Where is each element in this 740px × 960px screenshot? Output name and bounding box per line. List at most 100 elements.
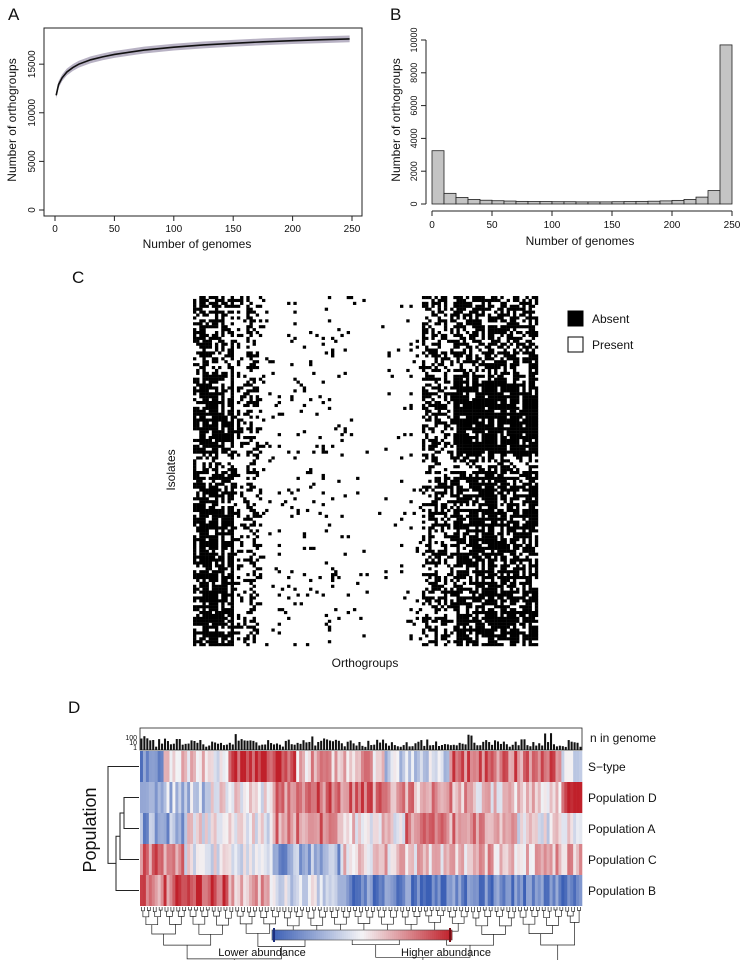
absent-cell: [249, 398, 253, 402]
absent-cell: [221, 538, 225, 542]
absent-cell: [528, 625, 532, 629]
absent-cell: [494, 643, 498, 647]
absent-cell: [478, 488, 482, 492]
absent-cell: [268, 360, 272, 364]
absent-cell: [193, 596, 197, 600]
absent-cell: [437, 485, 441, 489]
absent-cell: [230, 520, 234, 524]
heatmap-cell: [340, 782, 344, 813]
absent-cell: [472, 546, 476, 550]
absent-cell: [205, 401, 209, 405]
absent-cell: [456, 447, 460, 451]
absent-cell: [487, 538, 492, 542]
absent-cell: [462, 409, 467, 413]
absent-cell: [437, 395, 441, 399]
absent-cell: [516, 363, 520, 367]
absent-cell: [440, 412, 445, 416]
absent-cell: [240, 298, 244, 303]
absent-cell: [450, 602, 454, 606]
absent-cell: [202, 543, 206, 548]
absent-cell: [246, 465, 250, 469]
absent-cell: [519, 325, 523, 329]
absent-cell: [443, 578, 448, 583]
absent-cell: [202, 514, 206, 518]
absent-cell: [500, 611, 504, 615]
absent-cell: [487, 526, 492, 530]
heatmap-cell: [322, 751, 326, 782]
absent-cell: [214, 602, 219, 606]
absent-cell: [497, 366, 501, 370]
absent-cell: [522, 611, 526, 615]
absent-cell: [437, 479, 441, 483]
absent-cell: [221, 479, 225, 483]
absent-cell: [522, 631, 526, 635]
heatmap-cell: [284, 751, 288, 782]
absent-cell: [421, 304, 426, 308]
absent-cell: [487, 366, 492, 370]
absent-cell: [475, 403, 479, 408]
absent-cell: [503, 517, 507, 521]
absent-cell: [443, 523, 448, 527]
absent-cell: [469, 517, 473, 521]
absent-cell: [506, 625, 510, 629]
absent-cell: [487, 599, 492, 603]
absent-cell: [236, 371, 241, 375]
heatmap-cell: [576, 751, 580, 782]
absent-cell: [262, 555, 266, 559]
heatmap-cell: [316, 751, 321, 782]
absent-cell: [525, 593, 529, 597]
absent-cell: [516, 307, 520, 311]
absent-cell: [221, 608, 225, 612]
absent-cell: [230, 488, 234, 492]
absent-cell: [230, 616, 234, 620]
absent-cell: [277, 529, 282, 533]
absent-cell: [534, 459, 539, 463]
absent-cell: [214, 500, 219, 504]
top-bar: [193, 740, 196, 750]
absent-cell: [227, 328, 231, 332]
absent-cell: [211, 473, 216, 478]
absent-cell: [456, 377, 460, 381]
absent-cell: [484, 538, 489, 542]
top-bar: [196, 742, 199, 750]
absent-cell: [462, 360, 467, 364]
absent-cell: [224, 389, 228, 393]
absent-cell: [472, 409, 476, 413]
absent-cell: [528, 360, 532, 364]
absent-cell: [434, 616, 438, 620]
absent-cell: [265, 357, 269, 361]
absent-cell: [534, 529, 539, 533]
absent-cell: [506, 564, 510, 568]
absent-cell: [456, 298, 460, 303]
absent-cell: [240, 535, 244, 539]
absent-cell: [202, 319, 206, 323]
heatmap-cell: [452, 782, 456, 813]
absent-cell: [472, 406, 476, 410]
absent-cell: [431, 549, 435, 553]
absent-cell: [516, 342, 520, 346]
absent-cell: [531, 415, 536, 419]
absent-cell: [221, 328, 225, 332]
absent-cell: [487, 555, 492, 559]
heatmap-cell: [396, 751, 400, 782]
absent-cell: [211, 637, 216, 641]
absent-cell: [478, 447, 482, 451]
absent-cell: [214, 596, 219, 600]
absent-cell: [487, 406, 492, 410]
absent-cell: [509, 389, 514, 393]
absent-cell: [230, 538, 234, 542]
absent-cell: [522, 590, 526, 594]
absent-cell: [478, 628, 482, 632]
absent-cell: [516, 383, 520, 387]
absent-cell: [484, 433, 489, 437]
panel-a-xtick-label: 250: [344, 224, 361, 235]
absent-cell: [425, 348, 429, 352]
absent-cell: [462, 500, 467, 504]
absent-cell: [193, 590, 197, 594]
absent-cell: [490, 529, 495, 533]
absent-cell: [528, 441, 532, 445]
absent-cell: [494, 640, 498, 644]
absent-cell: [494, 517, 498, 521]
absent-cell: [236, 622, 241, 626]
absent-cell: [428, 319, 432, 323]
